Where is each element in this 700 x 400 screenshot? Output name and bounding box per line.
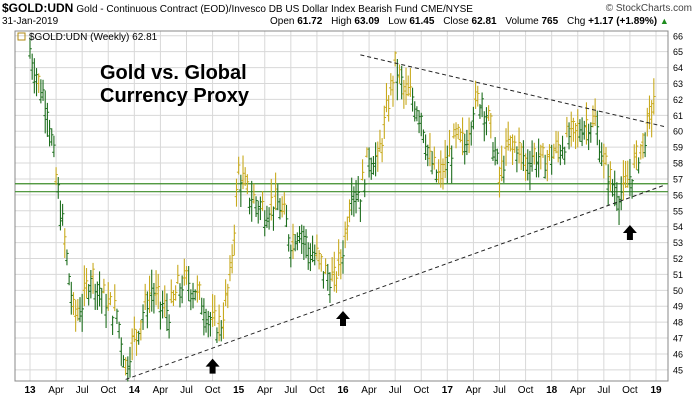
high-label: High [331,16,352,27]
price-bars [28,37,656,382]
chart-annotation: Gold vs. Global Currency Proxy [100,62,249,108]
ohlc-stats: Open 61.72 High 63.09 Low 61.45 Close 62… [264,16,669,27]
high-value: 63.09 [354,16,380,27]
horizontal-support-lines [15,183,668,193]
y-tick-label: 61 [673,111,683,121]
trendlines [125,54,665,380]
annotation-line-2: Currency Proxy [100,85,249,107]
y-tick-label: 63 [673,79,683,89]
x-tick-label: Apr [466,385,482,396]
symbol-label: $GOLD:UDN [2,1,74,15]
up-arrow-icon [336,310,350,326]
x-tick-label: Oct [622,385,638,396]
legend: $GOLD:UDN (Weekly) 62.81 [17,32,158,43]
stockcharts-watermark: © StockCharts.com [605,3,692,14]
y-tick-label: 58 [673,159,683,169]
x-tick-label: Jul [597,385,610,396]
y-tick-label: 48 [673,318,683,328]
x-tick-label: 17 [442,385,454,396]
y-tick-label: 56 [673,190,683,200]
x-tick-label: 18 [546,385,558,396]
y-tick-label: 62 [673,95,683,105]
plot-frame [14,30,669,382]
close-value: 62.81 [471,16,497,27]
x-tick-label: Apr [153,385,169,396]
x-tick-label: Apr [570,385,586,396]
y-tick-label: 51 [673,270,683,280]
legend-swatch [17,32,26,41]
y-tick-label: 46 [673,349,683,359]
chart-header: $GOLD:UDN Gold - Continuous Contract (EO… [2,1,698,17]
open-value: 61.72 [297,16,323,27]
low-label: Low [388,16,407,27]
x-tick-label: Oct [205,385,221,396]
chg-up-arrow-icon: ▲ [659,16,669,26]
annotation-arrows [205,225,637,374]
x-tick-label: Oct [413,385,429,396]
dashed-trendline [360,54,665,127]
x-tick-label: Apr [257,385,273,396]
y-tick-label: 55 [673,206,683,216]
x-tick-label: Jul [493,385,506,396]
x-axis: 13 Apr Jul Oct 14 Apr Jul Oct 15 Apr Jul Oct 16 Apr Ju… [24,385,662,396]
y-tick-label: 45 [673,365,683,375]
x-tick-label: 14 [129,385,141,396]
x-tick-label: Jul [76,385,89,396]
legend-text: $GOLD:UDN (Weekly) 62.81 [29,32,158,43]
y-tick-label: 57 [673,174,683,184]
y-axis: 45 46 47 48 49 50 51 52 53 54 55 56 57 58 59 60 61 62 63 64… [673,31,683,375]
volume-value: 765 [541,16,559,27]
y-tick-label: 59 [673,143,683,153]
y-tick-label: 50 [673,286,683,296]
x-tick-label: Oct [100,385,116,396]
x-tick-label: Oct [518,385,534,396]
x-tick-label: 16 [337,385,349,396]
y-tick-label: 53 [673,238,683,248]
y-tick-label: 60 [673,127,683,137]
volume-label: Volume [505,16,539,27]
close-label: Close [443,16,469,27]
x-tick-label: Jul [180,385,193,396]
date-label: 31-Jan-2019 [2,16,59,27]
symbol-description: Gold - Continuous Contract (EOD)/Invesco… [76,4,418,15]
y-tick-label: 64 [673,63,683,73]
y-tick-label: 65 [673,47,683,57]
grid-layer [15,31,668,381]
dashed-trendline [125,184,665,380]
exchange-label: CME/NYSE [420,4,473,15]
open-label: Open [270,16,295,27]
up-arrow-icon [205,358,220,374]
chart-stats-row: 31-Jan-2019 Open 61.72 High 63.09 Low 61… [2,16,698,30]
x-tick-label: Jul [284,385,297,396]
x-tick-label: Jul [389,385,402,396]
x-tick-label: 13 [24,385,36,396]
y-tick-label: 52 [673,254,683,264]
y-tick-label: 49 [673,302,683,312]
x-tick-label: Oct [309,385,325,396]
y-tick-label: 54 [673,222,683,232]
y-tick-label: 66 [673,31,683,41]
x-tick-label: Apr [48,385,64,396]
x-tick-label: Apr [361,385,377,396]
up-arrow-icon [622,225,637,241]
y-tick-label: 47 [673,334,683,344]
chg-value: +1.17 (+1.89%) [588,16,658,27]
annotation-line-1: Gold vs. Global [100,62,247,84]
x-tick-label: 19 [650,385,662,396]
low-value: 61.45 [409,16,435,27]
x-tick-label: 15 [233,385,245,396]
chg-label: Chg [566,16,586,27]
